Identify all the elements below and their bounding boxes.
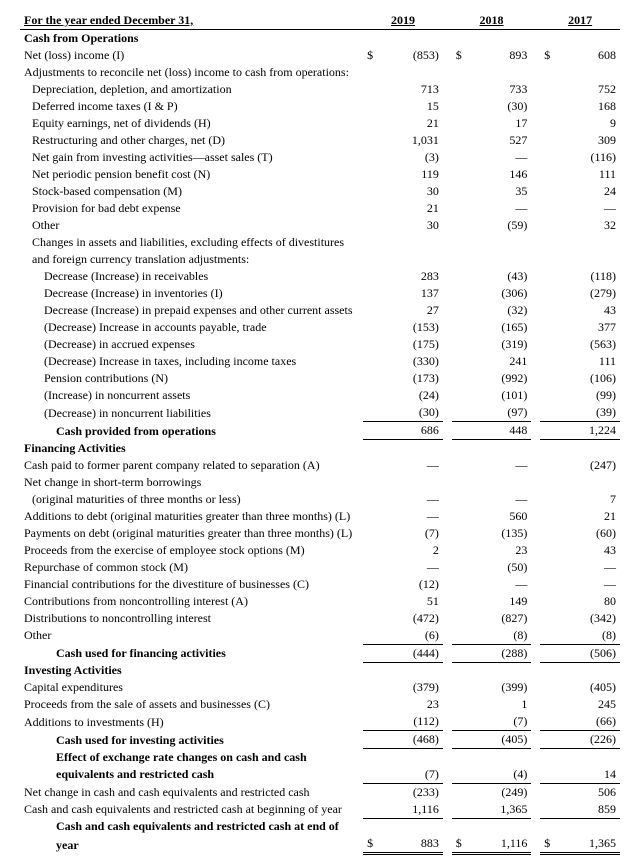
row-equity: Equity earnings, net of dividends (H)211…	[20, 115, 620, 132]
row-stborrow2: (original maturities of three months or …	[20, 491, 620, 508]
row-baddebt: Provision for bad debt expense21——	[20, 200, 620, 217]
row-cash-parent: Cash paid to former parent company relat…	[20, 457, 620, 474]
row-fx1: Effect of exchange rate changes on cash …	[20, 749, 620, 766]
row-end1: Cash and cash equivalents and restricted…	[20, 818, 620, 835]
row-nc-liab: (Decrease) in noncurrent liabilities(30)…	[20, 404, 620, 422]
row-repurch: Repurchase of common stock (M)—(50)—	[20, 559, 620, 576]
row-taxes: (Decrease) Increase in taxes, including …	[20, 353, 620, 370]
col-2019: 2019	[363, 12, 443, 30]
row-accrued: (Decrease) in accrued expenses(175)(319)…	[20, 336, 620, 353]
row-fx2: equivalents and restricted cash(7)(4)14	[20, 766, 620, 784]
section-ops: Cash from Operations	[20, 30, 620, 48]
row-capex: Capital expenditures(379)(399)(405)	[20, 679, 620, 696]
row-divest-fin: Financial contributions for the divestit…	[20, 576, 620, 593]
row-stockcomp: Stock-based compensation (M)303524	[20, 183, 620, 200]
table-title: For the year ended December 31,	[20, 12, 363, 30]
row-changes-hdr2: and foreign currency translation adjustm…	[20, 251, 620, 268]
row-ap: (Decrease) Increase in accounts payable,…	[20, 319, 620, 336]
row-deftax: Deferred income taxes (I & P)15(30)168	[20, 98, 620, 115]
row-contrib-nci: Contributions from noncontrolling intere…	[20, 593, 620, 610]
cash-flow-statement: For the year ended December 31, 2019 201…	[20, 12, 620, 855]
header-row: For the year ended December 31, 2019 201…	[20, 12, 620, 30]
row-end2: year$883$1,116$1,365	[20, 835, 620, 854]
row-inv-total: Cash used for investing activities(468)(…	[20, 731, 620, 749]
row-net-change: Net change in cash and cash equivalents …	[20, 783, 620, 801]
row-other-fin: Other(6)(8)(8)	[20, 627, 620, 645]
row-invent: Decrease (Increase) in inventories (I)13…	[20, 285, 620, 302]
row-recv: Decrease (Increase) in receivables283(43…	[20, 268, 620, 285]
row-fin-total: Cash used for financing activities(444)(…	[20, 644, 620, 662]
row-proceeds-sale: Proceeds from the sale of assets and bus…	[20, 696, 620, 713]
row-restruct: Restructuring and other charges, net (D)…	[20, 132, 620, 149]
row-pay-debt: Payments on debt (original maturities gr…	[20, 525, 620, 542]
row-dep: Depreciation, depletion, and amortizatio…	[20, 81, 620, 98]
row-adjust-hdr: Adjustments to reconcile net (loss) inco…	[20, 64, 620, 81]
row-nc-assets: (Increase) in noncurrent assets(24)(101)…	[20, 387, 620, 404]
row-add-invest: Additions to investments (H)(112)(7)(66)	[20, 713, 620, 731]
row-other-ops: Other30(59)32	[20, 217, 620, 234]
col-2018: 2018	[452, 12, 532, 30]
col-2017: 2017	[540, 12, 620, 30]
row-begin-cash: Cash and cash equivalents and restricted…	[20, 801, 620, 819]
row-changes-hdr: Changes in assets and liabilities, exclu…	[20, 234, 620, 251]
row-add-debt: Additions to debt (original maturities g…	[20, 508, 620, 525]
row-pension-cost: Net periodic pension benefit cost (N)119…	[20, 166, 620, 183]
row-net-income: Net (loss) income (I)$(853)$893$608	[20, 47, 620, 64]
section-inv: Investing Activities	[20, 662, 620, 679]
row-dist-nci: Distributions to noncontrolling interest…	[20, 610, 620, 627]
section-fin: Financing Activities	[20, 440, 620, 457]
row-netgain: Net gain from investing activities—asset…	[20, 149, 620, 166]
row-stock-opt: Proceeds from the exercise of employee s…	[20, 542, 620, 559]
row-pension-contrib: Pension contributions (N)(173)(992)(106)	[20, 370, 620, 387]
row-ops-total: Cash provided from operations6864481,224	[20, 422, 620, 440]
row-prepaid: Decrease (Increase) in prepaid expenses …	[20, 302, 620, 319]
row-stborrow1: Net change in short-term borrowings	[20, 474, 620, 491]
